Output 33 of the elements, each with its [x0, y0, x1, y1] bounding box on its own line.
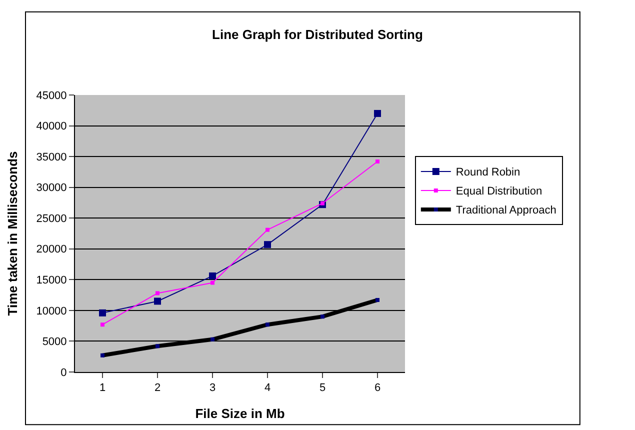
y-tick-label: 45000 [36, 90, 67, 102]
point [209, 272, 216, 280]
point [210, 280, 214, 285]
x-tick-label: 4 [264, 382, 271, 394]
point [100, 322, 104, 327]
y-tick-label: 40000 [36, 120, 67, 133]
point [154, 298, 161, 305]
point [264, 241, 271, 248]
y-tick-label: 30000 [36, 182, 67, 194]
x-tick-label: 3 [209, 382, 216, 394]
y-tick-label: 25000 [36, 212, 67, 225]
x-axis-title: File Size in Mb [195, 406, 285, 421]
point [376, 159, 380, 164]
y-tick-label: 10000 [36, 305, 67, 318]
x-tick-label: 5 [319, 382, 326, 394]
point [320, 201, 324, 206]
x-tick-label: 2 [154, 382, 161, 394]
point [156, 291, 160, 296]
y-tick-label: 5000 [42, 336, 67, 348]
y-tick-label: 15000 [36, 274, 67, 287]
y-tick-label: 20000 [36, 244, 67, 256]
legend-label: Equal Distribution [456, 186, 542, 198]
chart-title: Line Graph for Distributed Sorting [212, 27, 423, 42]
point [374, 110, 381, 117]
legend-label: Traditional Approach [456, 204, 556, 217]
point [266, 228, 270, 232]
y-tick-label: 35000 [36, 151, 67, 164]
x-tick-label: 1 [99, 382, 106, 394]
y-axis-title: Time taken in Milliseconds [5, 151, 20, 316]
y-tick-label: 0 [60, 366, 67, 379]
legend-label: Round Robin [456, 166, 520, 179]
point [99, 309, 106, 316]
x-tick-label: 6 [374, 382, 381, 394]
